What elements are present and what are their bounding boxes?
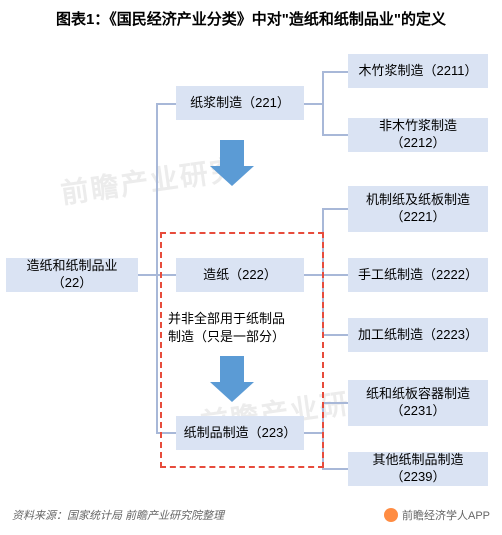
note-line2: 制造（只是一部分）: [168, 329, 285, 344]
brand-text: 前瞻经济学人APP: [402, 507, 490, 523]
arrow-down-icon: [220, 356, 244, 382]
note-text: 并非全部用于纸制品 制造（只是一部分）: [168, 310, 285, 346]
arrow-head-icon: [210, 382, 254, 402]
arrow-head-icon: [210, 166, 254, 186]
node-l2e: 加工纸制造（2223）: [348, 318, 488, 352]
connector-line: [322, 134, 348, 136]
connector-line: [322, 334, 348, 336]
node-l2f: 纸和纸板容器制造（2231）: [348, 380, 488, 426]
node-l2g: 其他纸制品制造（2239）: [348, 452, 488, 486]
connector-line: [322, 71, 348, 73]
node-l1a: 纸浆制造（221）: [176, 86, 304, 120]
connector-line: [322, 468, 348, 470]
node-root: 造纸和纸制品业（22）: [6, 258, 138, 292]
brand-logo-icon: [384, 508, 398, 522]
connector-line: [156, 103, 176, 105]
connector-line: [138, 274, 156, 276]
connector-line: [322, 71, 324, 135]
node-l2d: 手工纸制造（2222）: [348, 258, 488, 292]
node-l1b: 造纸（222）: [176, 258, 304, 292]
connector-line: [322, 274, 348, 276]
connector-line: [156, 103, 158, 433]
connector-line: [322, 208, 348, 210]
connector-line: [304, 103, 322, 105]
note-line1: 并非全部用于纸制品: [168, 311, 285, 326]
arrow-down-icon: [220, 140, 244, 166]
connector-line: [322, 402, 348, 404]
node-l1c: 纸制品制造（223）: [176, 416, 304, 450]
node-l2b: 非木竹浆制造（2212）: [348, 118, 488, 152]
node-l2c: 机制纸及纸板制造（2221）: [348, 186, 488, 232]
node-l2a: 木竹浆制造（2211）: [348, 54, 488, 88]
chart-title: 图表1：《国民经济产业分类》中对"造纸和纸制品业"的定义: [0, 8, 502, 29]
brand-footer: 前瞻经济学人APP: [384, 507, 490, 523]
source-text: 资料来源：国家统计局 前瞻产业研究院整理: [12, 507, 224, 523]
